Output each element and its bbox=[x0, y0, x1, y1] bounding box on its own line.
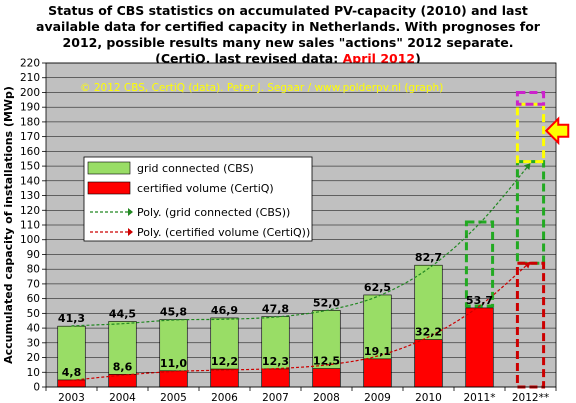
data-label-grid-connected: 46,9 bbox=[211, 304, 238, 317]
data-label-grid-connected: 45,8 bbox=[160, 306, 187, 319]
chart-title-line-3: 2012, possible results many new sales "a… bbox=[63, 35, 514, 50]
x-tick-label: 2008 bbox=[313, 392, 340, 403]
x-tick-label: 2004 bbox=[109, 392, 136, 403]
x-tick-label: 2006 bbox=[211, 392, 238, 403]
bar-certified bbox=[465, 307, 494, 388]
bars bbox=[57, 264, 494, 388]
y-tick-label: 130 bbox=[20, 190, 40, 202]
y-tick-label: 60 bbox=[27, 293, 40, 305]
y-tick-label: 0 bbox=[33, 382, 40, 394]
data-label-certified: 4,8 bbox=[62, 366, 82, 379]
data-label-grid-connected: 82,7 bbox=[415, 251, 442, 264]
y-tick-label: 90 bbox=[27, 249, 40, 261]
prognosis-box bbox=[515, 90, 546, 106]
y-tick-label: 120 bbox=[20, 205, 40, 217]
legend: grid connected (CBS) certified volume (C… bbox=[83, 156, 313, 242]
bar-grid-connected bbox=[57, 325, 86, 388]
y-tick-label: 30 bbox=[27, 337, 40, 349]
y-tick-label: 190 bbox=[20, 102, 40, 114]
chart-title-line-2: available data for certified capacity in… bbox=[36, 19, 541, 34]
trendline-arrowhead bbox=[523, 261, 531, 269]
legend-arrow-poly-grid bbox=[128, 208, 133, 216]
trendline-arrowhead bbox=[523, 163, 531, 171]
y-tick-label: 10 bbox=[27, 367, 40, 379]
bar-certified bbox=[159, 370, 188, 388]
bar-certified bbox=[57, 379, 86, 388]
y-tick-label: 70 bbox=[27, 278, 40, 290]
x-tick-label: 2009 bbox=[364, 392, 391, 403]
data-label-grid-connected: 62,5 bbox=[364, 281, 391, 294]
y-tick-label: 170 bbox=[20, 131, 40, 143]
chart-title-line-1: Status of CBS statistics on accumulated … bbox=[48, 3, 528, 18]
y-tick-label: 50 bbox=[27, 308, 40, 320]
x-axis-ticks: 2003 2004 2005 2006 2007 2008 2009 2010 2011* 201… bbox=[45, 387, 557, 403]
data-label-grid-connected: 47,8 bbox=[262, 303, 289, 316]
chart-title-prefix: (CertiQ, last revised data: bbox=[155, 51, 342, 66]
x-tick-label: 2003 bbox=[58, 392, 85, 403]
legend-label-certified: certified volume (CertiQ) bbox=[137, 182, 274, 195]
data-label-certified: 12,2 bbox=[211, 355, 238, 368]
legend-swatch-certified bbox=[87, 181, 131, 195]
x-tick-label: 2012** bbox=[512, 392, 549, 403]
y-tick-label: 150 bbox=[20, 161, 40, 173]
trendlines bbox=[71, 162, 531, 381]
x-tick-label: 2005 bbox=[160, 392, 187, 403]
y-tick-label: 80 bbox=[27, 264, 40, 276]
y-tick-label: 160 bbox=[20, 146, 40, 158]
x-tick-label: 2007 bbox=[262, 392, 289, 403]
legend-label-poly-grid: Poly. (grid connected (CBS)) bbox=[137, 206, 290, 219]
data-label-certified: 11,0 bbox=[160, 357, 187, 370]
data-label-certified: 12,3 bbox=[262, 355, 289, 368]
chart-title-date: April 2012 bbox=[343, 51, 416, 66]
chart-title-line-4: (CertiQ, last revised data: April 2012) bbox=[155, 51, 421, 66]
bar-certified bbox=[261, 368, 290, 388]
x-tick-label: 2011* bbox=[464, 392, 496, 403]
bar-certified bbox=[363, 358, 392, 388]
trendline-grid-connected bbox=[71, 162, 531, 327]
y-axis-label: Accumulated capacity of installations (M… bbox=[2, 86, 15, 364]
data-label-grid-connected: 52,0 bbox=[313, 296, 340, 309]
y-tick-label: 200 bbox=[20, 87, 40, 99]
data-label-grid-connected: 41,3 bbox=[58, 312, 85, 325]
chart-title-suffix: ) bbox=[415, 51, 421, 66]
data-label-certified: 32,2 bbox=[415, 326, 442, 339]
data-labels: 41,3 44,5 45,8 46,9 47,8 52,0 62,5 82,7 4,8 8,6 11… bbox=[58, 251, 493, 379]
legend-label-grid-connected: grid connected (CBS) bbox=[137, 162, 254, 175]
legend-swatch-grid-connected bbox=[87, 161, 131, 175]
y-tick-label: 110 bbox=[20, 220, 40, 232]
data-label-certified: 12,5 bbox=[313, 355, 340, 368]
y-tick-label: 100 bbox=[20, 234, 40, 246]
y-tick-label: 140 bbox=[20, 175, 40, 187]
prognosis-pointer-arrow bbox=[544, 116, 570, 146]
bar-certified bbox=[210, 368, 239, 388]
y-tick-label: 40 bbox=[27, 323, 40, 335]
y-tick-label: 20 bbox=[27, 352, 40, 364]
y-tick-label: 220 bbox=[20, 58, 40, 70]
data-label-certified: 53,7 bbox=[466, 294, 493, 307]
data-label-certified: 8,6 bbox=[113, 360, 133, 373]
bar-certified bbox=[312, 368, 341, 388]
legend-box bbox=[83, 156, 313, 242]
bar-certified bbox=[414, 339, 443, 388]
copyright-notice: © 2012 CBS, CertiQ (data). Peter J. Sega… bbox=[80, 82, 443, 94]
y-tick-label: 210 bbox=[20, 72, 40, 84]
y-axis-ticks: 0 10 20 30 40 50 60 70 80 90 100 110 120 130 140 150 160… bbox=[20, 58, 46, 394]
data-label-grid-connected: 44,5 bbox=[109, 307, 136, 320]
legend-arrow-poly-certified bbox=[128, 228, 133, 236]
y-tick-label: 180 bbox=[20, 116, 40, 128]
x-tick-label: 2010 bbox=[415, 392, 442, 403]
trendline-certified bbox=[71, 261, 531, 381]
legend-label-poly-certified: Poly. (certified volume (CertiQ)) bbox=[137, 226, 310, 239]
data-label-certified: 19,1 bbox=[364, 345, 391, 358]
